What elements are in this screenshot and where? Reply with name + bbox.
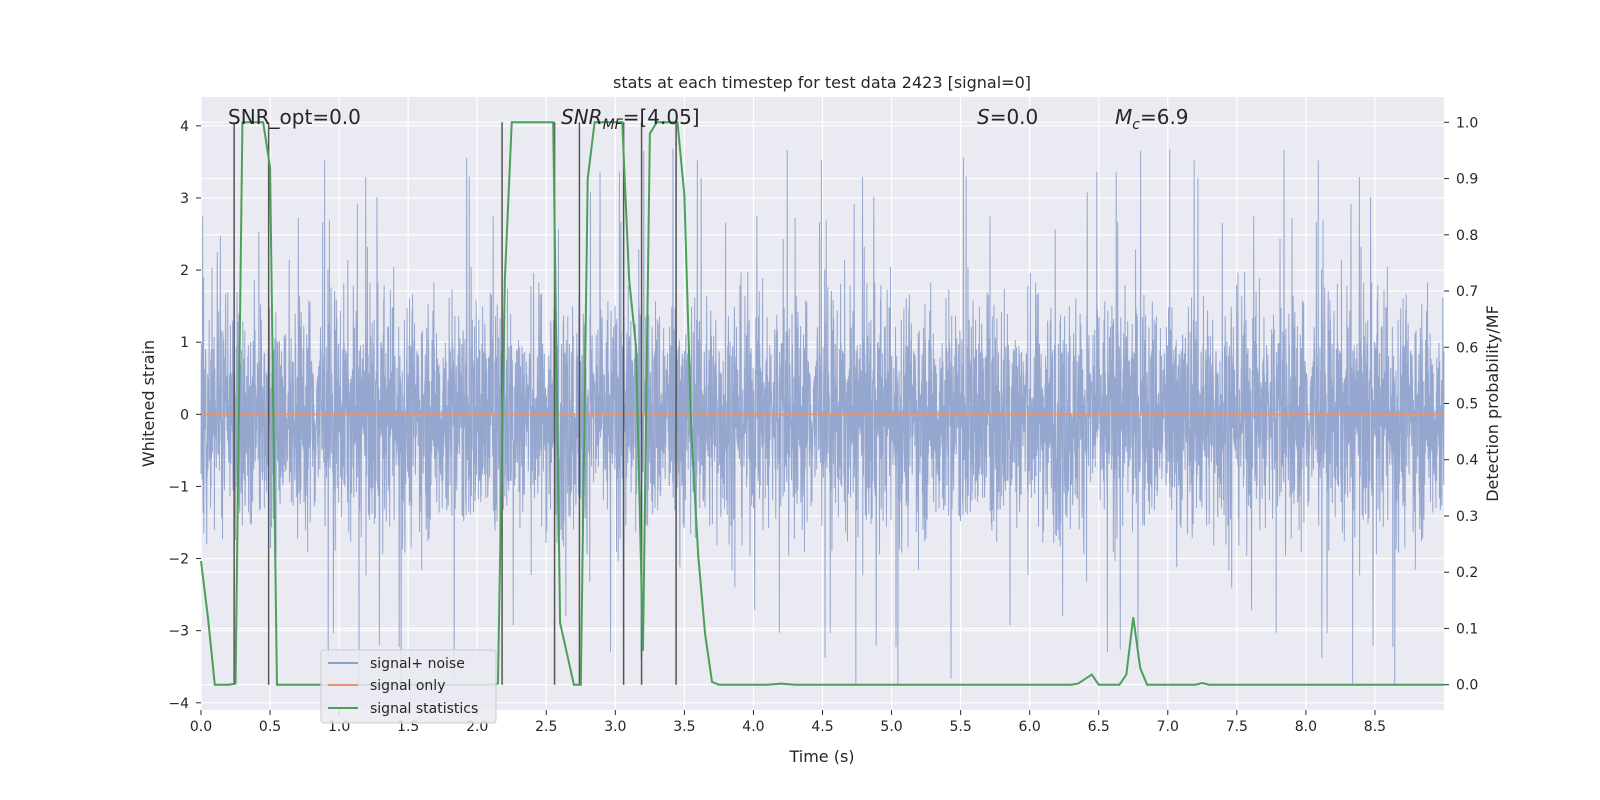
y-tick-label-1: 3 [180,191,189,207]
y2-tick-label-9: 0.1 [1456,621,1478,637]
y2-tick-label-6: 0.4 [1456,453,1478,469]
legend-box [320,649,497,724]
y-tick-labels: 4 3 2 1 0 −1 −2 −3 −4 [168,119,201,712]
annotation-snr-mf: SNRMF=[4.05] [561,105,700,133]
y2-tick-label-0: 1.0 [1456,115,1478,131]
y-axis-label: Whitened strain [139,340,158,467]
noise-series [200,148,1445,685]
annotation-s: S=0.0 [977,105,1038,129]
annotation-snr-mf-symbol: SNR [561,105,603,129]
x-tick-label-9: 4.5 [811,719,833,735]
x-tick-label-17: 8.5 [1364,719,1386,735]
y2-tick-label-2: 0.8 [1456,228,1478,244]
detection-probability-line [200,121,1444,686]
y-tick-label-7: −3 [168,624,189,640]
x-tick-label-13: 6.5 [1088,719,1110,735]
vertical-markers [233,122,677,685]
x-tick-label-12: 6.0 [1019,719,1041,735]
annotation-s-symbol: S [977,105,990,129]
y2-tick-labels: 1.0 0.9 0.8 0.7 0.6 0.5 0.4 0.3 0.2 0.1 0.0 [1444,115,1478,694]
annotation-s-value: =0.0 [990,105,1039,129]
chart-title: stats at each timestep for test data 242… [613,73,1031,92]
x-tick-label-1: 0.5 [259,719,281,735]
x-tick-label-14: 7.0 [1157,719,1179,735]
x-tick-label-11: 5.5 [949,719,971,735]
x-tick-label-6: 3.0 [604,719,626,735]
y2-tick-label-1: 0.9 [1456,172,1478,188]
legend-label-signal-only: signal only [370,678,445,694]
y2-tick-label-5: 0.5 [1456,397,1478,413]
y-tick-label-2: 2 [180,263,189,279]
legend-label-signal-statistics: signal statistics [370,701,478,717]
x-tick-label-5: 2.5 [535,719,557,735]
x-tick-label-15: 7.5 [1226,719,1248,735]
y2-axis-label: Detection probability/MF [1483,305,1502,502]
annotation-mc: Mc=6.9 [1115,105,1189,133]
y-tick-label-6: −2 [168,552,189,568]
annotation-snr-mf-subscript: MF [603,117,624,133]
y-tick-label-0: 4 [180,119,189,135]
y-tick-label-5: −1 [168,479,189,495]
legend-label-noise: signal+ noise [370,656,465,672]
y2-tick-label-8: 0.2 [1456,565,1478,581]
y2-tick-label-7: 0.3 [1456,509,1478,525]
annotation-mc-subscript: c [1132,117,1140,133]
annotation-snr-opt: SNR_opt=0.0 [228,105,361,129]
x-tick-label-7: 3.5 [673,719,695,735]
y-tick-label-3: 1 [180,335,189,351]
x-axis-label: Time (s) [788,747,854,766]
y-tick-label-4: 0 [180,407,189,423]
x-tick-label-0: 0.0 [190,719,212,735]
y-tick-label-8: −4 [168,696,189,712]
y2-tick-label-4: 0.6 [1456,340,1478,356]
x-tick-label-10: 5.0 [880,719,902,735]
x-tick-labels: 0.0 0.5 1.0 1.5 2.0 2.5 3.0 3.5 4.0 4.5 5.0 5.5 6.0 6… [190,710,1386,735]
y2-tick-label-3: 0.7 [1456,284,1478,300]
x-tick-label-16: 8.0 [1295,719,1317,735]
annotation-snr-mf-value: =[4.05] [623,105,700,129]
x-tick-label-8: 4.0 [742,719,764,735]
legend: signal+ noise signal only signal statist… [320,649,497,724]
annotation-mc-symbol: M [1115,105,1132,129]
annotation-mc-value: =6.9 [1140,105,1189,129]
y2-tick-label-10: 0.0 [1456,678,1478,694]
noise-trace [200,148,1445,685]
